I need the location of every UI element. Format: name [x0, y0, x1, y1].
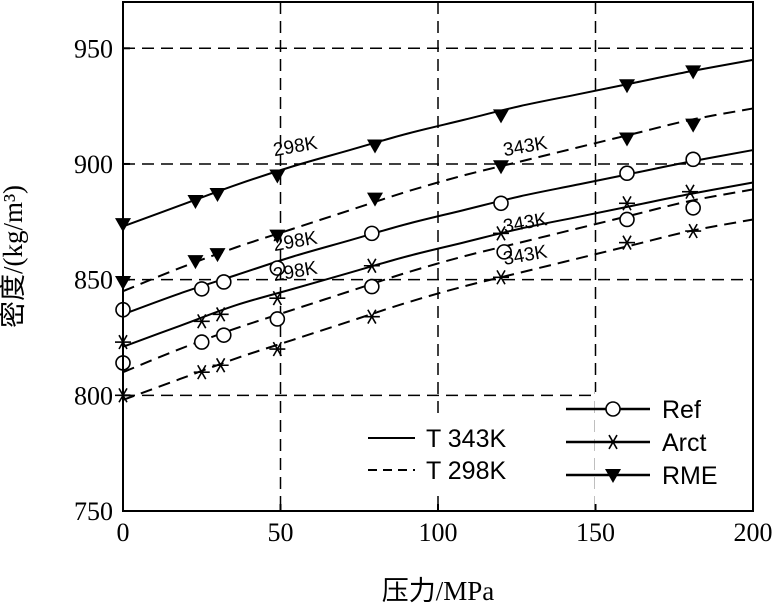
series-annotation: 343K [502, 209, 550, 237]
y-tick-label: 950 [74, 34, 113, 63]
point-arct [682, 184, 698, 200]
point-arct [269, 290, 286, 306]
point-arct [363, 258, 380, 274]
point-arct [619, 195, 635, 211]
y-axis-title: 密度/(kg/m³) [0, 185, 28, 328]
legend: T 343K T 298K Ref Arct RME [360, 392, 753, 511]
point-ref [496, 244, 512, 260]
point-rme [269, 169, 286, 184]
y-tick-label: 800 [74, 381, 113, 410]
axis-ticks: 0 50 100 150 200 750 800 850 900 950 [74, 34, 773, 547]
point-rme [187, 194, 204, 209]
series-line-ref-298k [122, 149, 754, 316]
x-tick-label: 0 [117, 518, 130, 547]
point-ref [364, 225, 380, 242]
point-rme [493, 160, 509, 175]
x-axis-title: 压力/MPa [382, 576, 495, 606]
legend-label: Ref [662, 396, 701, 424]
point-rme [685, 65, 702, 80]
point-arct [605, 434, 621, 450]
y-tick-label: 850 [74, 266, 113, 295]
point-ref [193, 281, 210, 297]
point-rme [605, 469, 621, 483]
point-arct [493, 269, 509, 285]
series-line-arct-298k [122, 181, 754, 348]
point-rme [187, 255, 204, 270]
point-ref [619, 165, 635, 182]
point-rme [493, 109, 509, 124]
point-rme [367, 139, 383, 154]
series-line-arct-343k [122, 218, 754, 401]
point-arct [269, 341, 286, 357]
point-rme [619, 132, 635, 147]
y-tick-label: 750 [74, 497, 113, 526]
x-tick-label: 50 [268, 518, 294, 547]
point-arct [363, 309, 380, 324]
point-arct [193, 313, 210, 329]
point-ref [685, 200, 701, 216]
point-ref [605, 401, 621, 417]
point-ref [193, 334, 210, 350]
point-arct [493, 226, 509, 241]
y-tick-label: 900 [74, 150, 113, 179]
point-arct [619, 235, 635, 250]
point-ref [269, 260, 286, 276]
point-rme [367, 192, 383, 207]
x-tick-label: 100 [419, 518, 458, 547]
marker-group [115, 65, 702, 403]
point-arct [212, 307, 229, 322]
point-rme [619, 79, 635, 94]
series-line-ref-343k [122, 188, 754, 374]
point-arct [193, 364, 210, 380]
series-annotation: 298K [272, 133, 320, 161]
point-rme [685, 118, 702, 133]
point-rme [269, 229, 286, 244]
legend-label: Arct [662, 429, 707, 457]
point-rme [209, 188, 226, 203]
point-ref [216, 327, 232, 343]
point-ref [269, 311, 286, 327]
series-line-rme-298k [122, 58, 754, 228]
point-ref [685, 151, 701, 168]
legend-label: RME [662, 462, 718, 490]
series-group [122, 58, 754, 401]
legend-marker-box [595, 392, 753, 511]
x-tick-label: 200 [734, 518, 773, 547]
series-line-rme-343k [122, 107, 754, 293]
point-ref [364, 278, 380, 295]
point-arct [685, 223, 702, 239]
legend-label: T 343K [426, 425, 506, 453]
point-arct [212, 357, 229, 373]
x-tick-label: 150 [576, 518, 615, 547]
point-rme [209, 248, 226, 263]
point-ref [619, 211, 635, 228]
legend-label: T 298K [426, 457, 506, 485]
legend-line-box [360, 419, 545, 491]
point-ref [216, 274, 232, 290]
point-ref [493, 195, 509, 212]
